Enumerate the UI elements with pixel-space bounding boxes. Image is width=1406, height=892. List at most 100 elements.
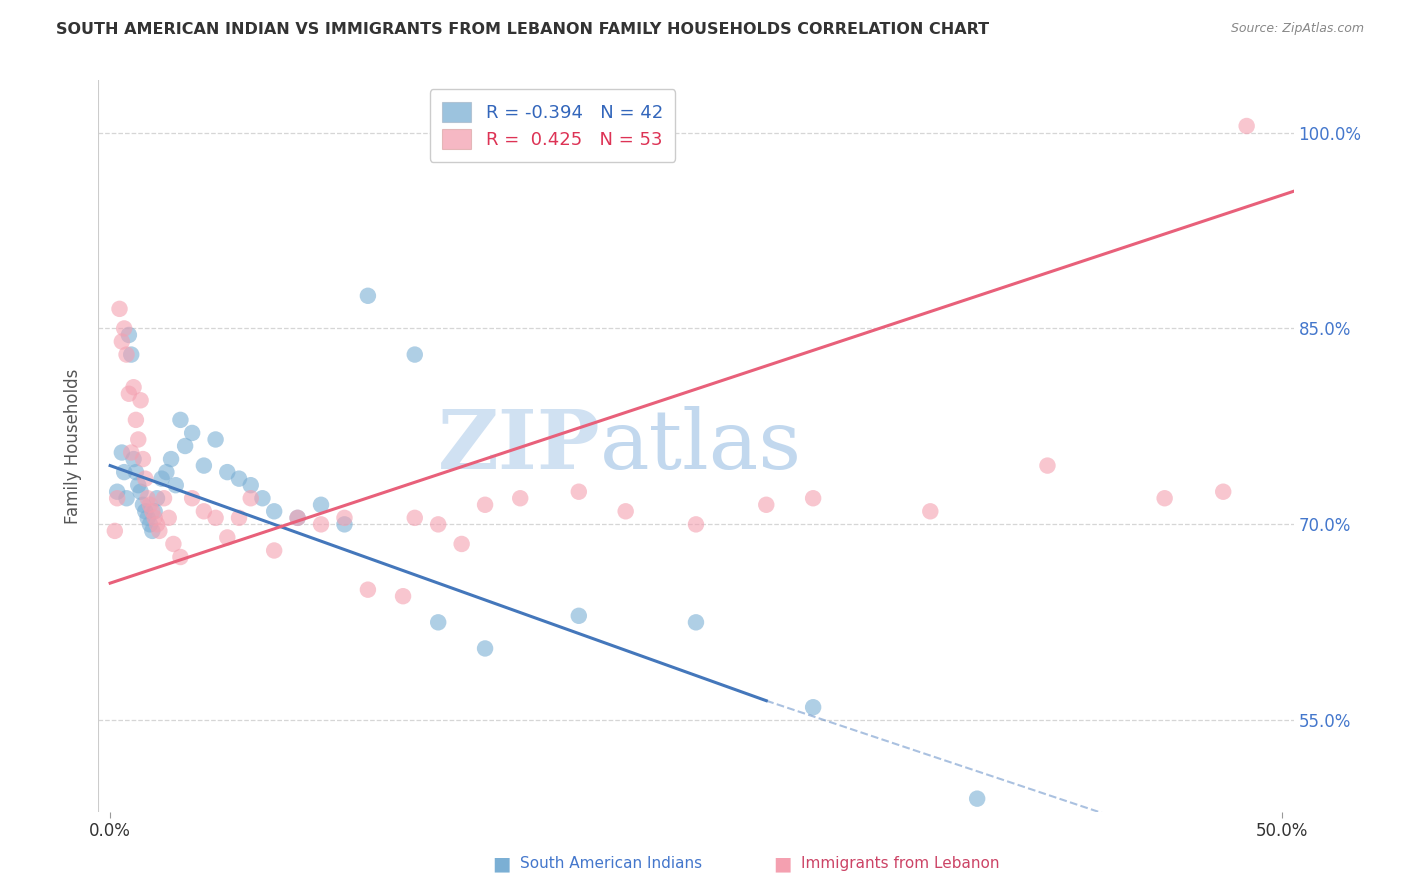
Point bbox=[568, 608, 591, 623]
Point bbox=[127, 433, 149, 447]
Text: atlas: atlas bbox=[600, 406, 803, 486]
Point bbox=[193, 504, 215, 518]
Point bbox=[122, 452, 145, 467]
Point bbox=[143, 511, 166, 525]
Point bbox=[1341, 641, 1364, 656]
Text: ZIP: ZIP bbox=[437, 406, 600, 486]
Point bbox=[1107, 830, 1129, 845]
Point bbox=[966, 791, 988, 805]
Point bbox=[148, 524, 170, 538]
Point bbox=[136, 511, 159, 525]
Point bbox=[217, 465, 239, 479]
Text: Source: ZipAtlas.com: Source: ZipAtlas.com bbox=[1230, 22, 1364, 36]
Point bbox=[181, 491, 204, 506]
Point bbox=[105, 491, 128, 506]
Point bbox=[263, 543, 285, 558]
Point bbox=[104, 524, 127, 538]
Point bbox=[120, 445, 142, 459]
Point bbox=[193, 458, 215, 473]
Point bbox=[509, 491, 531, 506]
Point bbox=[801, 491, 824, 506]
Point bbox=[139, 498, 162, 512]
Point bbox=[111, 445, 134, 459]
Point bbox=[134, 472, 156, 486]
Point bbox=[146, 517, 169, 532]
Point bbox=[125, 465, 148, 479]
Point bbox=[108, 301, 131, 316]
Point bbox=[1153, 491, 1175, 506]
Point bbox=[134, 504, 156, 518]
Point bbox=[143, 504, 166, 518]
Point bbox=[157, 511, 180, 525]
Point bbox=[252, 491, 274, 506]
Point bbox=[204, 511, 226, 525]
Point bbox=[105, 484, 128, 499]
Point bbox=[136, 491, 159, 506]
Point bbox=[169, 413, 191, 427]
Point bbox=[309, 498, 332, 512]
Point bbox=[204, 433, 226, 447]
Text: South American Indians: South American Indians bbox=[520, 856, 703, 871]
Point bbox=[125, 413, 148, 427]
Point bbox=[228, 472, 250, 486]
Text: SOUTH AMERICAN INDIAN VS IMMIGRANTS FROM LEBANON FAMILY HOUSEHOLDS CORRELATION C: SOUTH AMERICAN INDIAN VS IMMIGRANTS FROM… bbox=[56, 22, 990, 37]
Point bbox=[474, 641, 496, 656]
Point bbox=[155, 465, 177, 479]
Point bbox=[165, 478, 187, 492]
Point bbox=[129, 484, 152, 499]
Point bbox=[169, 549, 191, 564]
Legend: R = -0.394   N = 42, R =  0.425   N = 53: R = -0.394 N = 42, R = 0.425 N = 53 bbox=[430, 89, 675, 161]
Point bbox=[920, 504, 942, 518]
Point bbox=[129, 393, 152, 408]
Point bbox=[1236, 119, 1258, 133]
Point bbox=[153, 491, 176, 506]
Point bbox=[122, 380, 145, 394]
Point bbox=[427, 615, 450, 630]
Point bbox=[127, 478, 149, 492]
Point bbox=[404, 511, 426, 525]
Point bbox=[309, 517, 332, 532]
Point bbox=[120, 348, 142, 362]
Point bbox=[132, 498, 155, 512]
Point bbox=[801, 700, 824, 714]
Point bbox=[263, 504, 285, 518]
Y-axis label: Family Households: Family Households bbox=[65, 368, 83, 524]
Point bbox=[333, 517, 356, 532]
Point bbox=[150, 472, 173, 486]
Point bbox=[118, 386, 141, 401]
Point bbox=[162, 537, 184, 551]
Point bbox=[115, 348, 138, 362]
Point bbox=[112, 465, 135, 479]
Point bbox=[118, 328, 141, 343]
Point bbox=[427, 517, 450, 532]
Text: ■: ■ bbox=[492, 854, 510, 873]
Point bbox=[111, 334, 134, 349]
Point bbox=[1036, 458, 1059, 473]
Point bbox=[404, 348, 426, 362]
Text: Immigrants from Lebanon: Immigrants from Lebanon bbox=[801, 856, 1000, 871]
Point bbox=[228, 511, 250, 525]
Text: ■: ■ bbox=[773, 854, 792, 873]
Point bbox=[217, 530, 239, 544]
Point bbox=[287, 511, 309, 525]
Point bbox=[239, 491, 262, 506]
Point bbox=[568, 484, 591, 499]
Point bbox=[139, 517, 162, 532]
Point bbox=[141, 504, 163, 518]
Point bbox=[392, 589, 415, 603]
Point bbox=[357, 582, 380, 597]
Point bbox=[755, 498, 778, 512]
Point bbox=[112, 321, 135, 335]
Point bbox=[1212, 484, 1234, 499]
Point bbox=[160, 452, 183, 467]
Point bbox=[450, 537, 472, 551]
Point bbox=[614, 504, 637, 518]
Point bbox=[685, 615, 707, 630]
Point bbox=[474, 498, 496, 512]
Point bbox=[181, 425, 204, 440]
Point bbox=[141, 524, 163, 538]
Point bbox=[287, 511, 309, 525]
Point bbox=[132, 452, 155, 467]
Point bbox=[333, 511, 356, 525]
Point bbox=[357, 289, 380, 303]
